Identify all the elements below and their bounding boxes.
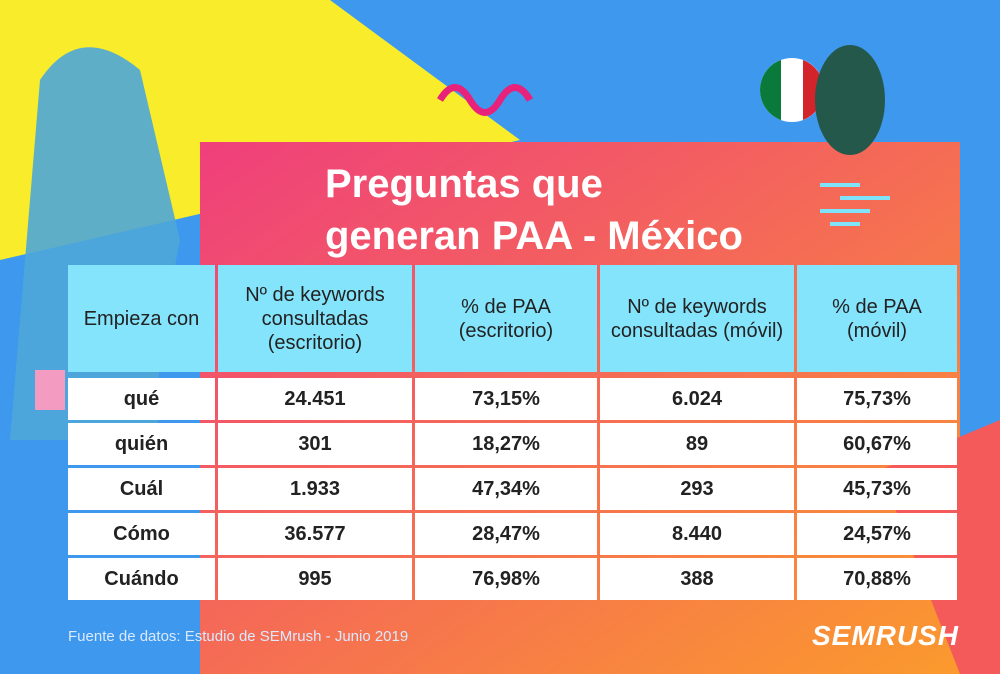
table-cell: 8.440 bbox=[600, 513, 794, 555]
table-cell: 995 bbox=[218, 558, 412, 600]
table-cell: 24.451 bbox=[218, 378, 412, 420]
header-cell: % de PAA (móvil) bbox=[797, 265, 957, 372]
table-cell: qué bbox=[68, 378, 215, 420]
table-cell: quién bbox=[68, 423, 215, 465]
title-line: generan PAA - México bbox=[325, 214, 743, 258]
table-cell: 6.024 bbox=[600, 378, 794, 420]
table-cell: 28,47% bbox=[415, 513, 597, 555]
table-cell: 47,34% bbox=[415, 468, 597, 510]
table-cell: 301 bbox=[218, 423, 412, 465]
table-cell: 60,67% bbox=[797, 423, 957, 465]
table-cell: 293 bbox=[600, 468, 794, 510]
table-cell: 75,73% bbox=[797, 378, 957, 420]
table-cell: 388 bbox=[600, 558, 794, 600]
header-cell: % de PAA (escritorio) bbox=[415, 265, 597, 372]
table-cell: 73,15% bbox=[415, 378, 597, 420]
table-cell: 24,57% bbox=[797, 513, 957, 555]
table-cell: Cuándo bbox=[68, 558, 215, 600]
table-cell: 18,27% bbox=[415, 423, 597, 465]
header-cell: Empieza con bbox=[68, 265, 215, 372]
logo: SEMRUSH bbox=[812, 620, 960, 651]
table-cell: 89 bbox=[600, 423, 794, 465]
table-cell: 70,88% bbox=[797, 558, 957, 600]
title: Preguntas que generan PAA - México bbox=[325, 158, 743, 262]
header-cell: Nº de keywords consultadas (escritorio) bbox=[218, 265, 412, 372]
table-cell: Cuál bbox=[68, 468, 215, 510]
header-cell: Nº de keywords consultadas (móvil) bbox=[600, 265, 794, 372]
table-cell: Cómo bbox=[68, 513, 215, 555]
title-line: Preguntas que bbox=[325, 162, 603, 206]
table-cell: 36.577 bbox=[218, 513, 412, 555]
table-cell: 45,73% bbox=[797, 468, 957, 510]
source: Fuente de datos: Estudio de SEMrush - Ju… bbox=[68, 628, 409, 645]
table-cell: 76,98% bbox=[415, 558, 597, 600]
table-cell: 1.933 bbox=[218, 468, 412, 510]
